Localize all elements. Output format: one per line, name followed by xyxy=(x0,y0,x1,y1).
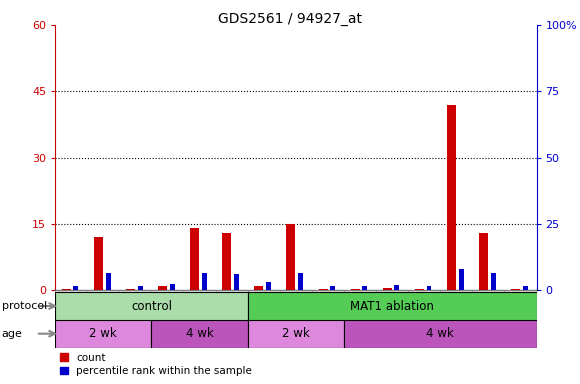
Bar xyxy=(94,237,103,290)
Text: GSM154150: GSM154150 xyxy=(67,290,75,345)
Bar xyxy=(408,290,440,292)
Bar xyxy=(158,286,167,290)
Bar xyxy=(447,104,456,290)
Text: control: control xyxy=(131,300,172,313)
Bar xyxy=(344,320,536,348)
Bar xyxy=(137,286,143,290)
Text: 2 wk: 2 wk xyxy=(89,327,117,340)
Bar xyxy=(222,233,231,290)
Text: GSM154142: GSM154142 xyxy=(163,290,172,345)
Legend: count, percentile rank within the sample: count, percentile rank within the sample xyxy=(60,353,252,376)
Text: MAT1 ablation: MAT1 ablation xyxy=(350,300,434,313)
Bar xyxy=(459,269,463,290)
Bar xyxy=(440,290,472,292)
Bar xyxy=(472,290,505,292)
Bar xyxy=(151,290,183,292)
Text: 2 wk: 2 wk xyxy=(282,327,310,340)
Bar xyxy=(479,233,488,290)
Text: 4 wk: 4 wk xyxy=(426,327,454,340)
Bar xyxy=(280,290,312,292)
Bar xyxy=(190,228,199,290)
Text: 4 wk: 4 wk xyxy=(186,327,213,340)
Bar xyxy=(74,286,78,290)
Bar xyxy=(255,286,263,290)
Text: protocol: protocol xyxy=(2,301,47,311)
Text: GSM154144: GSM154144 xyxy=(227,290,236,345)
Text: GDS2561 / 94927_at: GDS2561 / 94927_at xyxy=(218,12,362,25)
Bar xyxy=(87,290,119,292)
Text: GSM154155: GSM154155 xyxy=(324,290,332,345)
Text: age: age xyxy=(2,329,23,339)
Text: GSM154154: GSM154154 xyxy=(291,290,300,345)
Bar xyxy=(55,320,151,348)
Text: GSM154147: GSM154147 xyxy=(452,290,461,345)
Text: GSM154156: GSM154156 xyxy=(356,290,364,345)
Bar xyxy=(362,286,367,290)
Bar xyxy=(266,282,271,290)
Bar xyxy=(183,290,216,292)
Text: GSM154152: GSM154152 xyxy=(131,290,140,345)
Bar xyxy=(330,286,335,290)
Bar xyxy=(234,275,239,290)
Text: GSM154148: GSM154148 xyxy=(484,290,493,345)
Bar xyxy=(106,273,111,290)
Text: GSM154153: GSM154153 xyxy=(259,290,268,345)
Bar xyxy=(151,320,248,348)
Text: GSM154149: GSM154149 xyxy=(516,290,525,345)
Bar xyxy=(376,290,408,292)
Bar xyxy=(248,290,280,292)
Bar xyxy=(202,273,207,290)
Bar xyxy=(248,292,536,320)
Bar xyxy=(62,289,71,290)
Bar xyxy=(216,290,248,292)
Bar xyxy=(491,273,496,290)
Bar xyxy=(312,290,344,292)
Bar xyxy=(126,289,135,290)
Bar xyxy=(394,285,400,290)
Bar xyxy=(119,290,151,292)
Bar xyxy=(344,290,376,292)
Bar xyxy=(426,286,432,290)
Bar xyxy=(170,284,175,290)
Text: GSM154151: GSM154151 xyxy=(99,290,108,345)
Text: GSM154145: GSM154145 xyxy=(387,290,397,345)
Bar xyxy=(523,286,528,290)
Bar xyxy=(298,273,303,290)
Text: GSM154143: GSM154143 xyxy=(195,290,204,345)
Bar xyxy=(505,290,536,292)
Bar xyxy=(55,290,87,292)
Bar xyxy=(287,224,295,290)
Bar xyxy=(248,320,344,348)
Bar xyxy=(55,292,248,320)
Text: GSM154146: GSM154146 xyxy=(420,290,429,345)
Bar xyxy=(383,288,392,290)
